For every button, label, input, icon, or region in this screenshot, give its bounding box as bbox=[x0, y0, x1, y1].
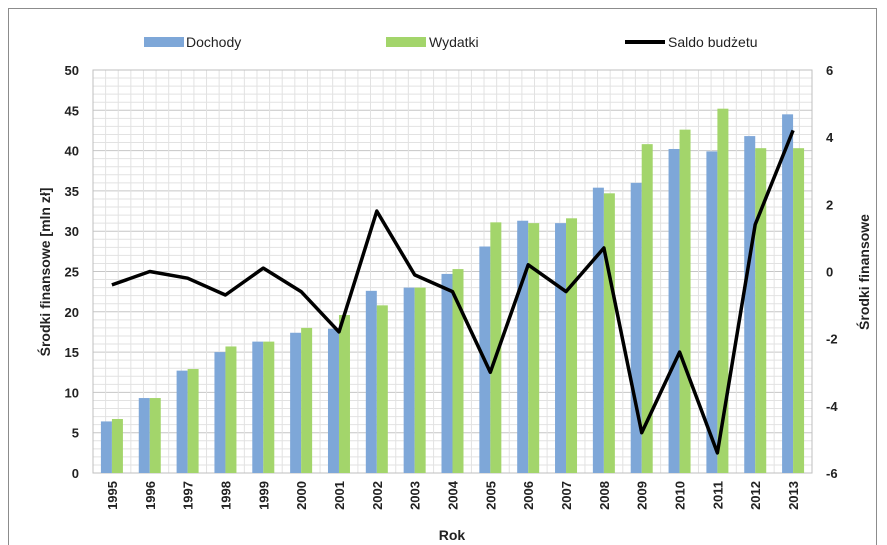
x-tick-label: 1999 bbox=[256, 481, 271, 510]
legend-swatch-dochody bbox=[144, 37, 184, 47]
bar-wydatki-2011 bbox=[717, 108, 729, 474]
tick-labels: 0 5 10 15 20 25 30 35 40 45 50 -6 -4 -2 0 2 4 6 1995 1996 19… bbox=[65, 63, 839, 510]
x-tick-label: 2010 bbox=[673, 481, 688, 510]
bar-wydatki-2007 bbox=[566, 218, 578, 473]
bar-wydatki-2002 bbox=[376, 305, 388, 473]
x-tick-label: 1998 bbox=[218, 481, 233, 510]
x-tick-label: 1997 bbox=[181, 481, 196, 510]
saldo-line-layer bbox=[111, 129, 795, 455]
bar-wydatki-2008 bbox=[603, 193, 615, 473]
y2-axis-title: Środki finansowe bbox=[855, 214, 872, 330]
bar-wydatki-2005 bbox=[490, 222, 502, 473]
legend-label-wydatki: Wydatki bbox=[429, 34, 479, 50]
bar-wydatki-2012 bbox=[755, 148, 767, 473]
bar-dochody-2009 bbox=[630, 182, 642, 473]
y2-tick-label: 4 bbox=[826, 130, 834, 145]
x-tick-label: 2005 bbox=[483, 481, 498, 510]
x-tick-label: 2003 bbox=[408, 481, 423, 510]
bar-wydatki-2006 bbox=[528, 223, 540, 473]
x-tick-label: 2009 bbox=[635, 481, 650, 510]
y2-tick-label: 0 bbox=[826, 265, 833, 280]
bar-dochody-2013 bbox=[782, 114, 794, 473]
bar-dochody-2003 bbox=[403, 287, 415, 473]
x-tick-label: 1996 bbox=[143, 481, 158, 510]
bar-dochody-2000 bbox=[290, 332, 302, 473]
y-axis-title: Środki finansowe [mln zł] bbox=[36, 188, 53, 357]
x-tick-label: 2000 bbox=[294, 481, 309, 510]
y2-tick-label: 6 bbox=[826, 63, 833, 78]
bar-wydatki-2003 bbox=[414, 287, 426, 473]
bar-dochody-1999 bbox=[252, 341, 264, 473]
y2-tick-label: -4 bbox=[826, 399, 838, 414]
y2-tick-label: -6 bbox=[826, 466, 838, 481]
y-tick-label: 25 bbox=[65, 265, 79, 280]
x-tick-label: 2006 bbox=[521, 481, 536, 510]
bar-dochody-2007 bbox=[555, 223, 567, 473]
bar-wydatki-2001 bbox=[338, 315, 350, 473]
legend-label-dochody: Dochody bbox=[186, 34, 241, 50]
y-tick-label: 50 bbox=[65, 63, 79, 78]
x-tick-label: 2001 bbox=[332, 481, 347, 510]
bar-wydatki-1997 bbox=[187, 369, 199, 473]
legend-swatch-wydatki bbox=[386, 37, 426, 47]
y2-tick-label: -2 bbox=[826, 332, 838, 347]
bar-wydatki-1996 bbox=[149, 398, 161, 473]
y-tick-label: 0 bbox=[72, 466, 79, 481]
x-tick-label: 2004 bbox=[446, 480, 461, 510]
bar-dochody-2011 bbox=[706, 151, 718, 473]
bar-dochody-1995 bbox=[100, 421, 112, 473]
bar-wydatki-1998 bbox=[225, 346, 237, 473]
bar-wydatki-2000 bbox=[301, 327, 313, 473]
y-tick-label: 45 bbox=[65, 103, 79, 118]
bar-dochody-2006 bbox=[517, 220, 529, 473]
x-axis-title: Rok bbox=[439, 527, 466, 543]
bar-wydatki-1999 bbox=[263, 341, 275, 473]
x-tick-label: 2007 bbox=[559, 481, 574, 510]
y-tick-label: 30 bbox=[65, 224, 79, 239]
bar-dochody-2001 bbox=[327, 328, 339, 473]
bar-dochody-2010 bbox=[668, 148, 680, 473]
y-tick-label: 40 bbox=[65, 144, 79, 159]
saldo-line bbox=[111, 129, 795, 455]
y-tick-label: 15 bbox=[65, 345, 79, 360]
bar-dochody-2004 bbox=[441, 273, 453, 473]
legend-label-saldo: Saldo budżetu bbox=[668, 34, 758, 50]
bar-dochody-1997 bbox=[176, 370, 188, 473]
bar-dochody-2008 bbox=[592, 187, 604, 473]
y-tick-label: 20 bbox=[65, 305, 79, 320]
bar-wydatki-2009 bbox=[641, 144, 653, 474]
bar-dochody-1998 bbox=[214, 352, 226, 473]
bar-wydatki-1995 bbox=[111, 418, 123, 473]
bar-wydatki-2013 bbox=[793, 148, 805, 473]
y-tick-label: 5 bbox=[72, 426, 79, 441]
y-tick-label: 35 bbox=[65, 184, 79, 199]
bar-dochody-2012 bbox=[744, 136, 756, 474]
bar-dochody-1996 bbox=[138, 398, 150, 473]
x-tick-label: 1995 bbox=[105, 481, 120, 510]
legend: Dochody Wydatki Saldo budżetu bbox=[144, 34, 758, 50]
x-tick-label: 2012 bbox=[748, 481, 763, 510]
x-tick-label: 2008 bbox=[597, 481, 612, 510]
x-tick-label: 2013 bbox=[786, 481, 801, 510]
y2-tick-label: 2 bbox=[826, 197, 833, 212]
bar-wydatki-2010 bbox=[679, 129, 691, 474]
bar-wydatki-2004 bbox=[452, 269, 464, 473]
y-tick-label: 10 bbox=[65, 385, 79, 400]
x-tick-label: 2011 bbox=[710, 481, 725, 509]
x-tick-label: 2002 bbox=[370, 481, 385, 510]
bar-dochody-2002 bbox=[365, 290, 377, 473]
